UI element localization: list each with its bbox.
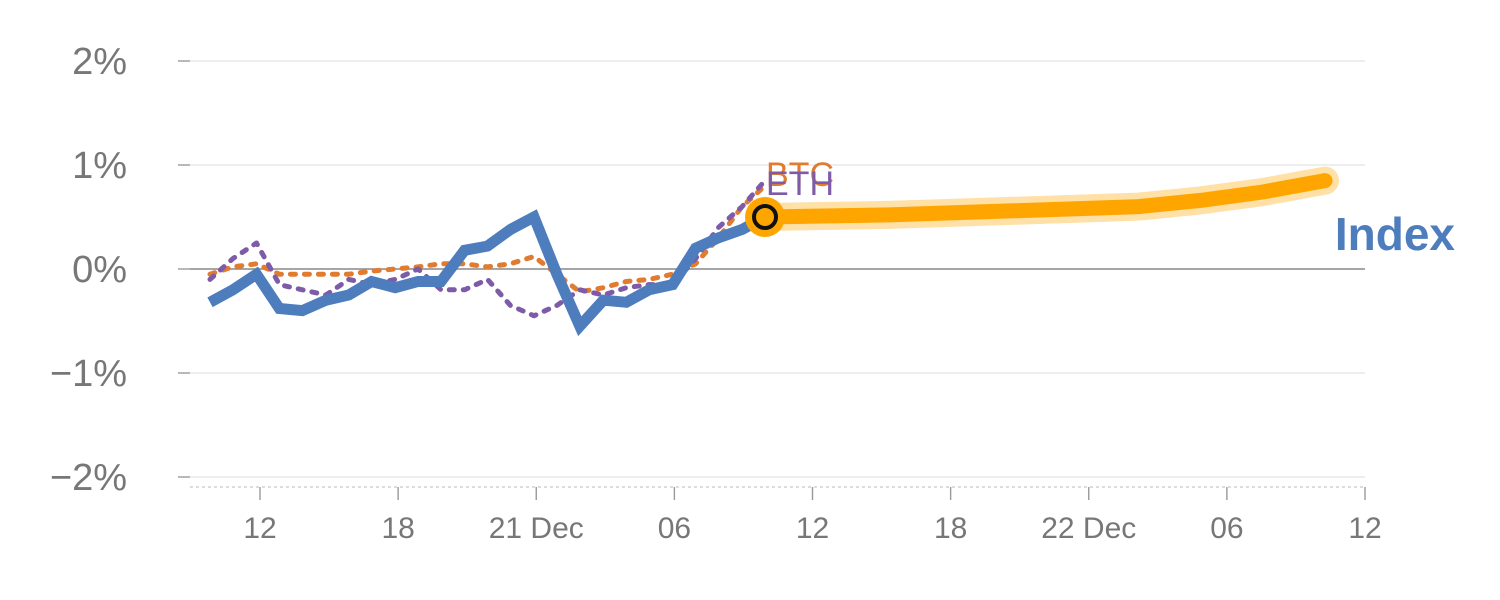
y-tick-label: 1% — [72, 145, 127, 187]
eth-series-label: ETH — [766, 165, 834, 203]
x-tick-label: 21 Dec — [489, 512, 584, 545]
y-tick-label: 0% — [72, 249, 127, 291]
x-tick-label: 18 — [934, 512, 967, 545]
x-tick-label: 12 — [243, 512, 276, 545]
x-tick-label: 18 — [381, 512, 414, 545]
y-tick-label: −1% — [50, 353, 127, 395]
y-tick-label: −2% — [50, 457, 127, 499]
index-projection-line — [757, 173, 1333, 225]
index-series-line — [207, 209, 768, 337]
axis-layer: 2% 1% 0% −1% −2% 12 18 21 Dec 06 12 18 22 Dec 06 12 — [50, 41, 1382, 545]
y-tick-label: 2% — [72, 41, 127, 83]
x-tick-label: 12 — [796, 512, 829, 545]
marker-layer — [745, 197, 785, 237]
x-tick-label: 06 — [1210, 512, 1243, 545]
grid-layer — [190, 60, 1365, 478]
x-tick-label: 22 Dec — [1041, 512, 1136, 545]
btc-series-label: BTC — [766, 156, 834, 194]
x-tick-label: 06 — [658, 512, 691, 545]
current-value-marker — [752, 204, 778, 230]
x-tick-label: 12 — [1348, 512, 1381, 545]
index-series-label: Index — [1335, 208, 1456, 260]
btc-series-line — [207, 183, 768, 295]
series-layer — [207, 166, 1339, 337]
eth-series-line — [207, 178, 768, 319]
label-layer: BTC ETH Index — [766, 156, 1455, 260]
